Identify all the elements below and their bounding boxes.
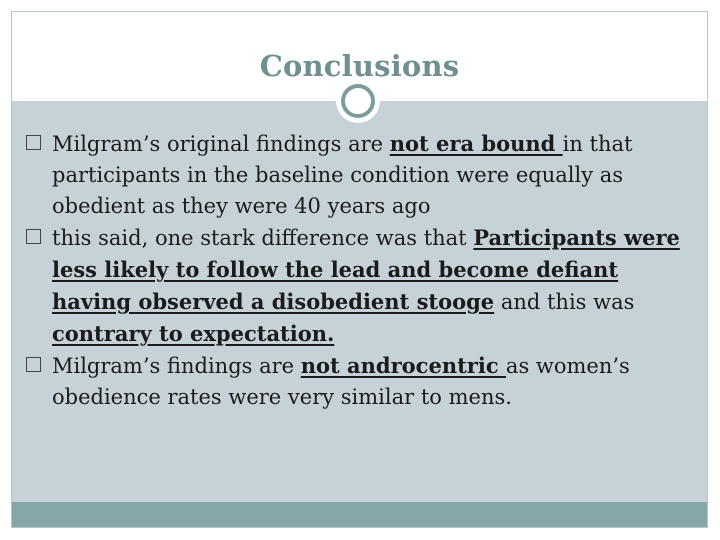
bullet-text: Milgram’s original findings are bbox=[52, 132, 390, 156]
bullet-emphasis: Participants were less likely to follow … bbox=[52, 225, 680, 314]
bullet-item: this said, one stark difference was that… bbox=[26, 222, 696, 350]
ring-inner bbox=[341, 84, 375, 118]
bullet-list: Milgram’s original findings are not era … bbox=[26, 128, 696, 413]
bullet-box-icon bbox=[26, 229, 41, 244]
bullet-item: Milgram’s original findings are not era … bbox=[26, 128, 696, 222]
bullet-emphasis: not era bound bbox=[389, 131, 563, 156]
ring-ornament-icon bbox=[336, 79, 380, 123]
slide-title: Conclusions bbox=[259, 49, 460, 83]
footer-bar bbox=[12, 502, 707, 527]
slide-frame bbox=[11, 11, 708, 528]
bullet-emphasis: not androcentric bbox=[300, 353, 506, 378]
bullet-text: this said, one stark difference was that bbox=[52, 226, 474, 250]
bullet-box-icon bbox=[26, 135, 41, 150]
bullet-text: and this was bbox=[494, 290, 635, 314]
bullet-text: as women’s obedience rates were very sim… bbox=[52, 354, 630, 409]
bullet-item: Milgram’s findings are not androcentric … bbox=[26, 350, 696, 413]
bullet-box-icon bbox=[26, 357, 41, 372]
bullet-text: in that participants in the baseline con… bbox=[52, 132, 633, 218]
bullet-emphasis: contrary to expectation. bbox=[52, 321, 335, 346]
bullet-text: Milgram’s findings are bbox=[52, 354, 301, 378]
content-area bbox=[12, 101, 707, 502]
